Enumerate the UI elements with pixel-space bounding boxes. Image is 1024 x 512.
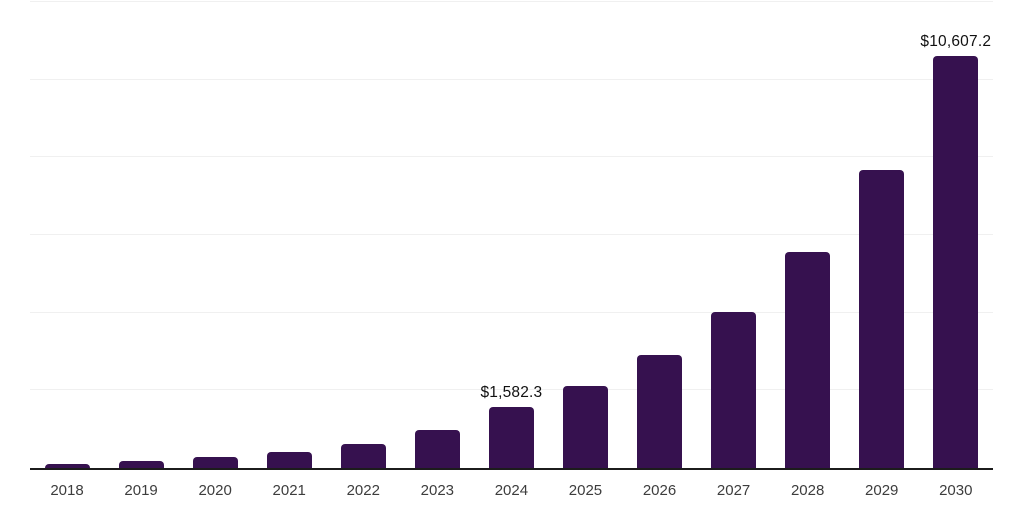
x-axis-label-2027: 2027 [716, 482, 751, 499]
bar-2029 [859, 169, 905, 468]
x-axis-label-2029: 2029 [865, 482, 899, 499]
bar-2020 [192, 457, 238, 468]
x-axis-label-2026: 2026 [642, 482, 677, 499]
bar-2027 [711, 311, 757, 468]
data-label-2030: $10,607.2 [920, 33, 992, 51]
x-axis-label-2019: 2019 [124, 482, 158, 499]
plot-area: $1,582.3 $10,607.2 [30, 1, 993, 470]
bar-2019 [118, 461, 164, 468]
bar-2025 [562, 386, 608, 468]
x-axis-label-2018: 2018 [50, 482, 84, 499]
gridlines-layer [30, 1, 993, 468]
x-axis: 2018 2019 2020 2021 2022 2023 2024 2025 2026 2027… [30, 482, 993, 499]
bar-2028 [785, 252, 831, 468]
x-axis-label-2030: 2030 [939, 482, 973, 499]
bars-layer: $1,582.3 $10,607.2 [30, 2, 993, 468]
x-axis-label-2021: 2021 [272, 482, 306, 499]
x-axis-label-2024: 2024 [494, 482, 529, 499]
bar-2026 [637, 355, 683, 468]
x-axis-label-2020: 2020 [198, 482, 232, 499]
gridline-12000 [30, 1, 993, 2]
data-label-2024: $1,582.3 [480, 383, 543, 401]
bar-2022 [340, 443, 386, 468]
bar-2021 [266, 452, 312, 468]
x-axis-label-2025: 2025 [568, 482, 603, 499]
gridline-2000 [30, 389, 993, 391]
bar-2030: $10,607.2 [920, 33, 991, 468]
gridline-4000 [30, 311, 993, 313]
x-axis-label-2023: 2023 [420, 482, 455, 499]
gridline-6000 [30, 234, 993, 235]
gridline-10000 [30, 78, 993, 80]
bar-2024: $1,582.3 [480, 384, 542, 468]
x-axis-label-2022: 2022 [346, 482, 380, 499]
gridline-8000 [30, 156, 993, 158]
bar-2023 [414, 429, 460, 468]
bar-2018 [44, 463, 90, 468]
x-axis-label-2028: 2028 [790, 482, 825, 499]
